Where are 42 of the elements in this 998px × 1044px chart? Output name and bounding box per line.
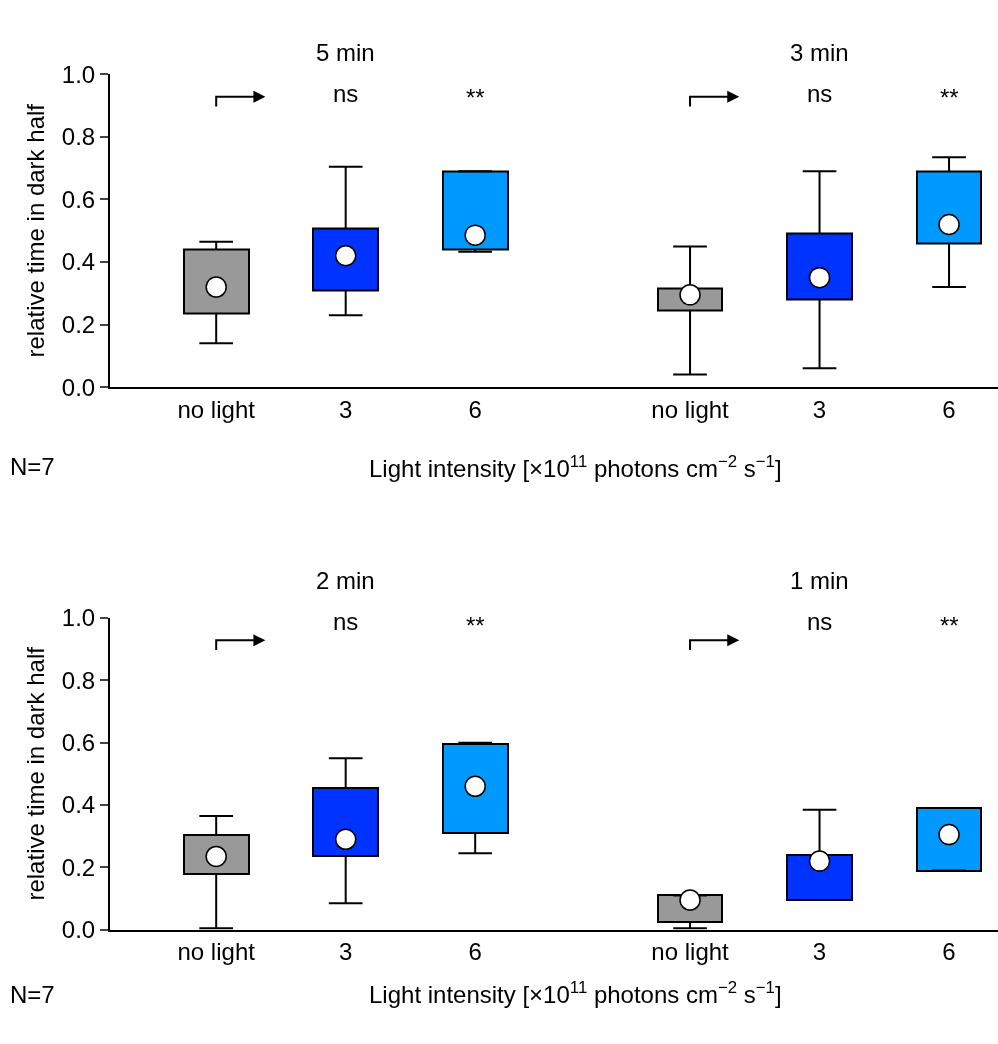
y-axis-title: relative time in dark half bbox=[22, 103, 50, 358]
x-tick-label: 3 bbox=[339, 938, 353, 966]
chart-title: 5 min bbox=[316, 39, 375, 66]
annotation: ** bbox=[940, 84, 959, 111]
annotation: ns bbox=[807, 608, 833, 635]
annotation: ns bbox=[333, 608, 359, 635]
x-axis-title: Light intensity [×10$^{11}$ photons cm$^{−2}$ s$^{−1}$] bbox=[369, 452, 782, 483]
y-tick-label: 1.0 bbox=[61, 604, 96, 632]
y-tick-label: 0.2 bbox=[61, 310, 96, 338]
x-tick-label: no light bbox=[651, 938, 730, 966]
y-tick-label: 0.6 bbox=[61, 185, 96, 213]
annotation: ns bbox=[333, 80, 359, 107]
x-tick-label: no light bbox=[177, 395, 256, 423]
x-tick-label: 3 bbox=[812, 395, 827, 423]
x-tick-label: 6 bbox=[942, 938, 956, 966]
y-tick-label: 0.6 bbox=[61, 729, 96, 757]
y-tick-label: 0.4 bbox=[61, 248, 96, 276]
y-tick-label: 0.8 bbox=[61, 123, 96, 151]
y-axis-title: relative time in dark half bbox=[22, 646, 50, 901]
y-tick-label: 0.2 bbox=[61, 853, 96, 881]
annotation: ns bbox=[807, 80, 833, 107]
chart-title: 1 min bbox=[790, 567, 849, 594]
text: N=7 bbox=[10, 981, 55, 1008]
x-tick-label: 6 bbox=[468, 395, 482, 423]
x-tick-label: 6 bbox=[468, 938, 482, 966]
chart-title: 2 min bbox=[316, 567, 375, 594]
y-tick-label: 0.0 bbox=[61, 373, 96, 401]
x-tick-label: 3 bbox=[339, 395, 353, 423]
y-tick-label: 0.4 bbox=[61, 791, 96, 819]
x-tick-label: no light bbox=[177, 938, 256, 966]
x-tick-label: 3 bbox=[812, 938, 827, 966]
annotation: ** bbox=[940, 612, 959, 639]
y-tick-label: 0.8 bbox=[61, 666, 96, 694]
annotation: ** bbox=[466, 84, 485, 111]
chart-title: 3 min bbox=[790, 39, 849, 66]
x-tick-label: 6 bbox=[942, 395, 956, 423]
x-tick-label: no light bbox=[651, 395, 730, 423]
y-tick-label: 0.0 bbox=[61, 916, 96, 944]
y-tick-label: 1.0 bbox=[61, 60, 96, 88]
annotation: ** bbox=[466, 612, 485, 639]
x-axis-title: Light intensity [×10$^{11}$ photons cm$^{−2}$ s$^{−1}$] bbox=[369, 978, 782, 1009]
text: N=7 bbox=[10, 453, 55, 480]
